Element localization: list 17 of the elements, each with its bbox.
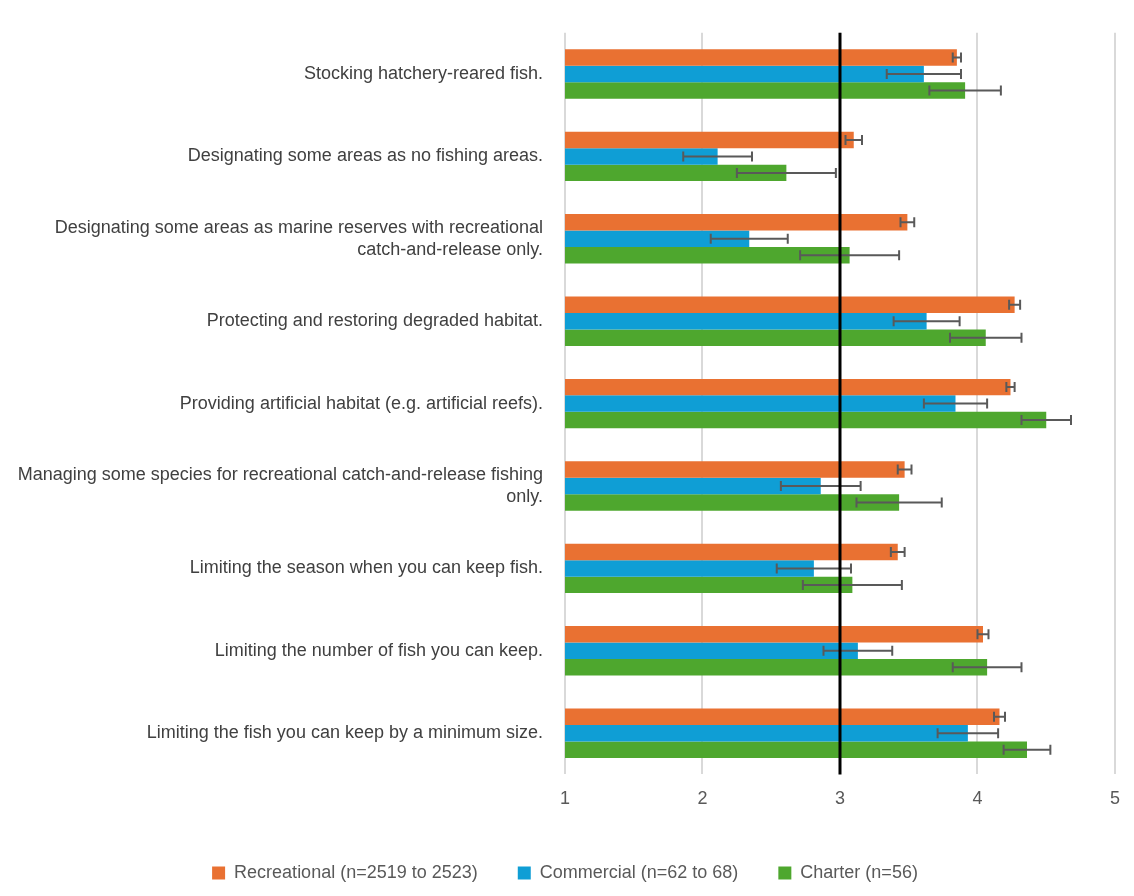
x-tick-label: 1 (559, 788, 571, 809)
y-tick-label: Stocking hatchery-reared fish. (303, 62, 543, 83)
legend-label: Charter (n=56) (800, 861, 918, 882)
x-tick-label: 3 (834, 788, 846, 809)
legend-label: Commercial (n=62 to 68) (539, 861, 739, 882)
y-tick-label: Providing artificial habitat (e.g. artificial reefs). (179, 392, 543, 413)
y-tick-label: Protecting and restoring degraded habitat. (206, 310, 543, 331)
y-tick-label: Limiting the number of fish you can keep. (214, 639, 543, 660)
y-tick-label: Designating some areas as marine reserves with recreational catch-and-release only. (54, 216, 543, 259)
y-tick-label: Limiting the season when you can keep fish. (189, 557, 543, 578)
y-tick-label: Designating some areas as no fishing areas. (187, 145, 543, 166)
x-tick-label: 4 (972, 788, 983, 809)
y-tick-label: Managing some species for recreational catch-and-release fishing only. (17, 464, 543, 506)
x-tick-label: 2 (697, 788, 708, 809)
x-tick-label: 5 (1109, 788, 1120, 809)
legend-label: Recreational (n=2519 to 2523) (234, 861, 478, 882)
y-tick-label: Limiting the fish you can keep by a minimum size. (146, 722, 543, 743)
